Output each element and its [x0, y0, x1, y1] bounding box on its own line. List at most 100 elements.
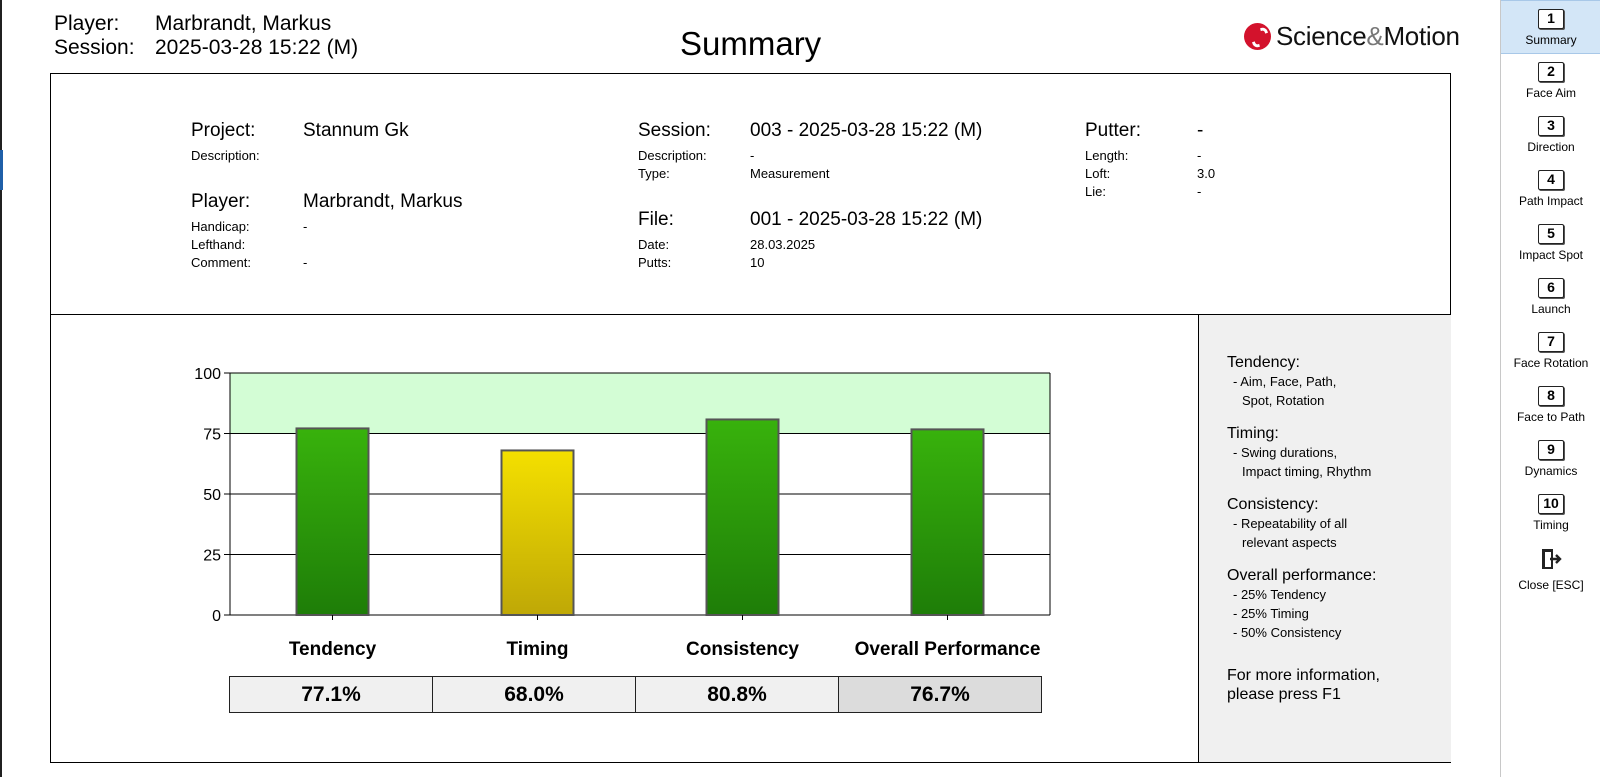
close-button[interactable]: Close [ESC] — [1501, 540, 1600, 594]
nav-item-face-rotation[interactable]: 7 Face Rotation — [1501, 324, 1600, 378]
bar-consistency — [705, 418, 780, 616]
nav-label-path-impact: Path Impact — [1518, 194, 1584, 208]
score-cell-tendency: 77.1% — [229, 676, 433, 713]
performance-bar-chart: 0 25 50 75 100 Tendency Timing Consistency Overa… — [194, 366, 1051, 660]
legend-timing-heading: Timing: — [1227, 425, 1279, 442]
lie-label: Lie: — [1085, 184, 1106, 199]
section-divider — [50, 314, 1451, 315]
nav-key-1: 1 — [1538, 9, 1564, 29]
legend-timing-line: - Swing durations, — [1233, 445, 1338, 460]
nav-item-path-impact[interactable]: 4 Path Impact — [1501, 162, 1600, 216]
nav-item-summary[interactable]: 1 Summary — [1501, 0, 1600, 54]
date-value: 28.03.2025 — [750, 237, 816, 252]
putter-value: - — [1197, 120, 1204, 141]
legend-tendency-heading: Tendency: — [1227, 354, 1300, 371]
type-value: Measurement — [750, 166, 830, 181]
length-value: - — [1197, 148, 1202, 163]
putts-value: 10 — [750, 255, 765, 270]
nav-item-timing[interactable]: 10 Timing — [1501, 486, 1600, 540]
nav-label-direction: Direction — [1527, 140, 1575, 154]
nav-key-4: 4 — [1538, 170, 1564, 190]
y-tick-label: 0 — [212, 608, 221, 625]
close-label: Close [ESC] — [1518, 578, 1584, 592]
x-category-label: Overall Performance — [855, 639, 1041, 660]
score-cell-overall-performance: 76.7% — [838, 676, 1042, 713]
score-cell-timing: 68.0% — [432, 676, 636, 713]
legend-timing-line: Impact timing, Rhythm — [1242, 464, 1372, 479]
target-band — [230, 373, 1050, 434]
nav-key-8: 8 — [1538, 386, 1564, 406]
nav-key-9: 9 — [1538, 440, 1564, 460]
project-description-label: Description: — [191, 148, 260, 163]
nav-label-timing: Timing — [1533, 518, 1569, 532]
player-label: Player: — [191, 191, 251, 212]
legend-overall-line: - 50% Consistency — [1233, 625, 1342, 640]
session-label: Session: — [638, 120, 711, 141]
nav-label-face-to-path: Face to Path — [1516, 410, 1586, 424]
legend-overall-line: - 25% Tendency — [1233, 587, 1326, 602]
handicap-value: - — [303, 219, 308, 234]
nav-item-face-aim[interactable]: 2 Face Aim — [1501, 54, 1600, 108]
session-description-value: - — [750, 148, 755, 163]
window-edge — [0, 0, 2, 777]
nav-item-direction[interactable]: 3 Direction — [1501, 108, 1600, 162]
x-category-label: Consistency — [686, 639, 799, 660]
x-category-label: Tendency — [289, 639, 377, 660]
legend-panel — [1198, 315, 1451, 762]
nav-item-face-to-path[interactable]: 8 Face to Path — [1501, 378, 1600, 432]
legend-overall-line: - 25% Timing — [1233, 606, 1309, 621]
x-category-label: Timing — [507, 639, 569, 660]
legend-tendency-line: Spot, Rotation — [1242, 393, 1325, 408]
logo-mark-icon — [1244, 22, 1271, 50]
logo-text: Science&Motion — [1276, 20, 1460, 51]
header-session-label: Session: — [54, 36, 135, 59]
putter-label: Putter: — [1085, 120, 1141, 141]
nav-key-5: 5 — [1538, 224, 1564, 244]
nav-key-3: 3 — [1538, 116, 1564, 136]
nav-label-dynamics: Dynamics — [1524, 464, 1578, 478]
legend-tendency-line: - Aim, Face, Path, — [1233, 374, 1337, 389]
nav-item-dynamics[interactable]: 9 Dynamics — [1501, 432, 1600, 486]
y-tick-label: 25 — [203, 548, 221, 565]
header-player-value: Marbrandt, Markus — [155, 12, 332, 35]
bar-tendency — [295, 427, 370, 616]
putts-label: Putts: — [638, 255, 672, 270]
y-tick-label: 100 — [194, 366, 221, 383]
comment-value: - — [303, 255, 308, 270]
session-description-label: Description: — [638, 148, 707, 163]
nav-item-launch[interactable]: 6 Launch — [1501, 270, 1600, 324]
nav-key-2: 2 — [1538, 62, 1564, 82]
help-hint: For more information, please press F1 — [1227, 667, 1380, 703]
y-tick-label: 50 — [203, 487, 221, 504]
nav-key-10: 10 — [1538, 494, 1564, 514]
report-page-nav: 1 Summary 2 Face Aim 3 Direction 4 Path Impa… — [1500, 0, 1600, 777]
player-value: Marbrandt, Markus — [303, 191, 463, 212]
lefthand-label: Lefthand: — [191, 237, 246, 252]
legend-overall-heading: Overall performance: — [1227, 567, 1377, 584]
header-session-value: 2025-03-28 15:22 (M) — [155, 36, 359, 59]
type-label: Type: — [638, 166, 670, 181]
nav-label-launch: Launch — [1531, 302, 1571, 316]
length-label: Length: — [1085, 148, 1129, 163]
score-cell-consistency: 80.8% — [635, 676, 839, 713]
nav-key-7: 7 — [1538, 332, 1564, 352]
nav-item-impact-spot[interactable]: 5 Impact Spot — [1501, 216, 1600, 270]
nav-label-impact-spot: Impact Spot — [1518, 248, 1584, 262]
file-label: File: — [638, 209, 674, 230]
bar-overall-performance — [910, 428, 985, 616]
nav-label-face-rotation: Face Rotation — [1513, 356, 1589, 370]
project-value: Stannum Gk — [303, 120, 409, 141]
window-edge-accent — [0, 150, 3, 190]
date-label: Date: — [638, 237, 670, 252]
legend-consistency-line: relevant aspects — [1242, 535, 1337, 550]
nav-label-face-aim: Face Aim — [1525, 86, 1576, 100]
lie-value: - — [1197, 184, 1202, 199]
bar-timing — [500, 449, 575, 616]
page-title: Summary — [680, 25, 822, 62]
loft-value: 3.0 — [1197, 166, 1216, 181]
legend-consistency-line: - Repeatability of all — [1233, 516, 1348, 531]
project-label: Project: — [191, 120, 256, 141]
legend-consistency-heading: Consistency: — [1227, 496, 1319, 513]
file-value: 001 - 2025-03-28 15:22 (M) — [750, 209, 983, 230]
nav-key-6: 6 — [1538, 278, 1564, 298]
